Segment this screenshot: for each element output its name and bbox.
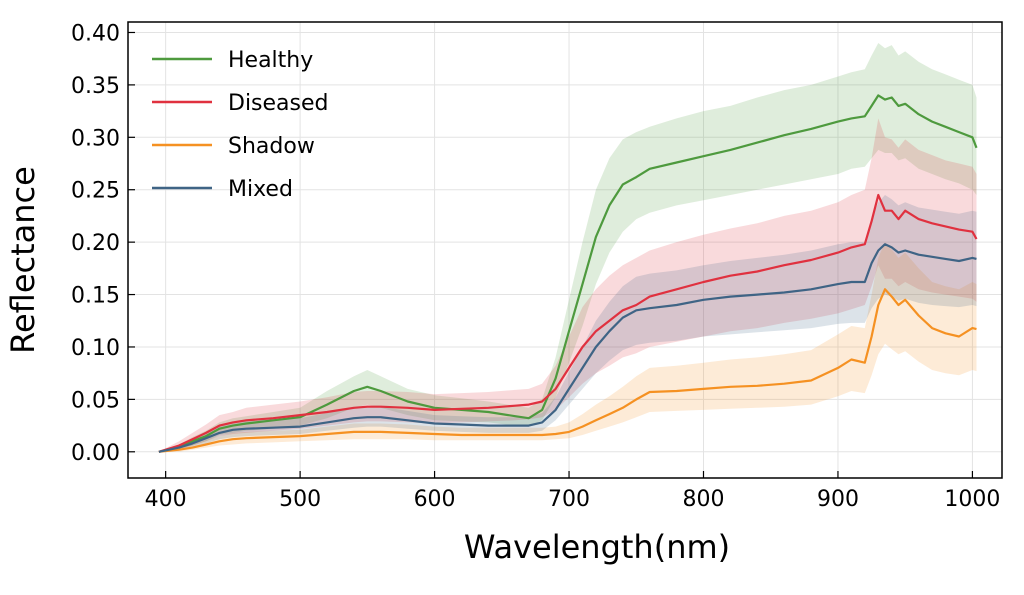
y-tick-label: 0.00 <box>71 441 120 466</box>
x-axis-title: Wavelength(nm) <box>464 528 730 566</box>
axis-ticks: 400 500 600 700 800 900 1000 0.00 0.05 0.10 0.15 0.… <box>71 21 1000 512</box>
x-tick-label: 1000 <box>944 487 1000 512</box>
shadow-band <box>158 242 977 452</box>
shadow-line <box>158 288 977 453</box>
y-tick-label: 0.10 <box>71 336 120 361</box>
y-tick-label: 0.15 <box>71 284 120 309</box>
legend: Healthy Diseased Shadow Mixed <box>152 48 329 202</box>
mixed-line <box>158 243 977 453</box>
healthy-line <box>158 94 978 453</box>
y-tick-label: 0.20 <box>71 231 120 256</box>
x-tick-label: 500 <box>279 487 321 512</box>
legend-label-healthy: Healthy <box>228 48 313 73</box>
y-axis-title: Reflectance <box>4 166 42 354</box>
confidence-bands <box>158 43 977 452</box>
x-tick-label: 400 <box>145 487 187 512</box>
legend-label-mixed: Mixed <box>228 177 293 202</box>
y-tick-label: 0.05 <box>71 388 120 413</box>
diseased-band <box>158 118 977 452</box>
x-tick-label: 900 <box>817 487 859 512</box>
diseased-line <box>158 193 978 453</box>
plot-frame <box>127 21 1003 479</box>
y-tick-label: 0.40 <box>71 21 120 46</box>
x-tick-label: 600 <box>414 487 456 512</box>
y-tick-label: 0.35 <box>71 74 120 99</box>
y-tick-label: 0.25 <box>71 179 120 204</box>
y-tick-label: 0.30 <box>71 126 120 151</box>
legend-label-shadow: Shadow <box>228 134 315 159</box>
x-tick-label: 700 <box>548 487 590 512</box>
series-lines <box>158 94 978 453</box>
x-tick-label: 800 <box>682 487 724 512</box>
healthy-band <box>158 43 977 452</box>
legend-label-diseased: Diseased <box>228 91 329 116</box>
mixed-band <box>158 195 977 452</box>
